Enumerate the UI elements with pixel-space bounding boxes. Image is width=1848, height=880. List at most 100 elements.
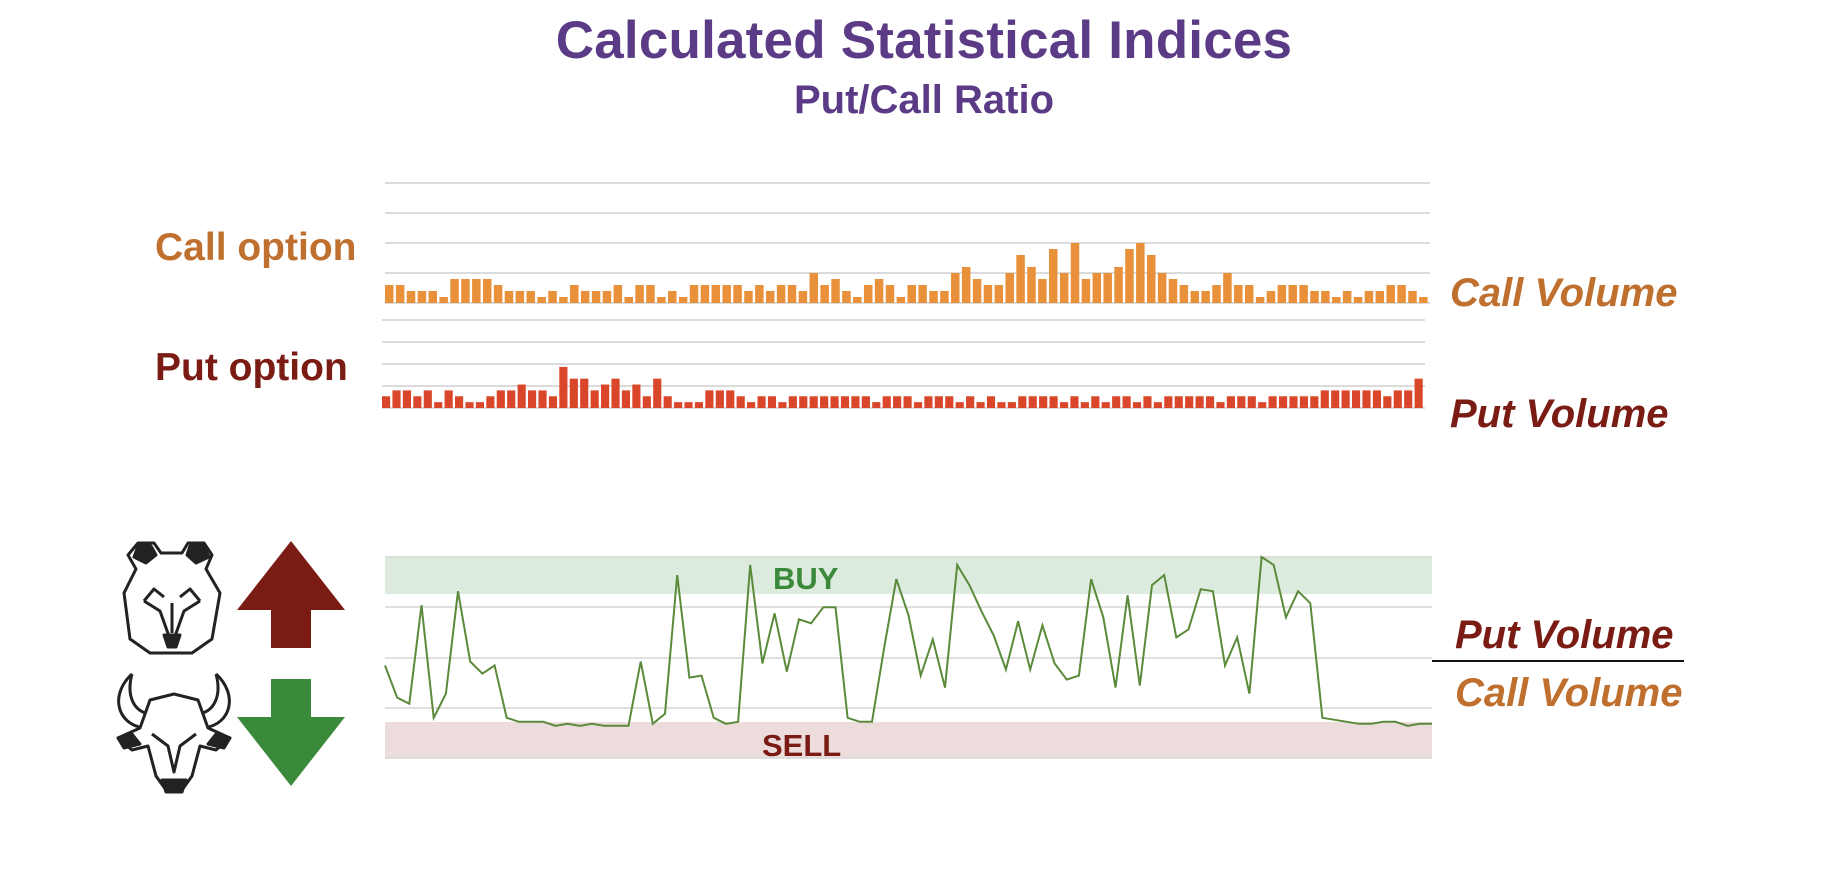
bar: [820, 396, 829, 408]
bar: [413, 396, 422, 408]
bar: [842, 291, 851, 303]
bar: [580, 378, 589, 408]
bar: [482, 279, 492, 303]
bar: [1278, 396, 1288, 408]
bar: [1277, 285, 1287, 303]
ratio-fraction-bar: [1432, 660, 1684, 662]
bar: [1383, 396, 1392, 408]
bar: [461, 279, 470, 303]
bar: [1320, 390, 1329, 408]
bar: [515, 291, 525, 303]
bar: [1408, 291, 1417, 303]
bar: [799, 396, 808, 408]
bar: [1266, 291, 1276, 303]
bar: [1205, 396, 1215, 408]
bar: [611, 378, 620, 408]
bar: [1080, 402, 1089, 408]
bar: [1404, 390, 1413, 408]
bar: [1288, 285, 1297, 303]
bar: [778, 402, 787, 408]
bar: [1386, 285, 1395, 303]
bar: [1247, 396, 1256, 408]
bar: [1112, 396, 1121, 408]
bar: [1028, 396, 1037, 408]
bar: [705, 390, 714, 408]
bar: [1016, 255, 1025, 303]
bar: [663, 396, 672, 408]
bar: [831, 279, 840, 303]
bar: [976, 402, 985, 408]
bar: [940, 291, 949, 303]
bar: [406, 291, 416, 303]
sell-zone: [385, 722, 1432, 758]
bar: [1419, 297, 1428, 303]
bar: [715, 390, 724, 408]
bar: [722, 285, 731, 303]
bar: [809, 396, 818, 408]
page-title: Calculated Statistical Indices: [555, 11, 1293, 70]
bar: [986, 396, 996, 408]
bar: [1005, 273, 1014, 303]
bar: [767, 396, 777, 408]
bar: [428, 291, 438, 303]
bar: [983, 285, 993, 303]
bar: [1039, 396, 1048, 408]
bear-head-icon: [122, 541, 222, 655]
bar: [882, 396, 891, 408]
bar: [1375, 291, 1385, 303]
bar: [1362, 390, 1371, 408]
bar: [1226, 396, 1235, 408]
bar: [434, 402, 443, 408]
bar: [994, 285, 1004, 303]
bar: [538, 390, 547, 408]
bar: [417, 291, 427, 303]
bar: [392, 390, 401, 408]
bar: [385, 285, 394, 303]
bar: [787, 285, 797, 303]
bar: [1143, 396, 1152, 408]
bar: [1190, 291, 1200, 303]
bar: [635, 285, 644, 303]
bar: [1132, 402, 1142, 408]
bar: [757, 396, 766, 408]
put-call-ratio-line: [384, 555, 1432, 727]
bar: [765, 291, 775, 303]
bar: [966, 396, 975, 408]
bar: [653, 378, 662, 408]
bar: [700, 285, 710, 303]
bar: [798, 291, 808, 303]
bar: [1353, 297, 1363, 303]
bar: [951, 273, 960, 303]
bar: [955, 402, 964, 408]
bar: [1234, 285, 1243, 303]
bar: [439, 297, 448, 303]
bar: [1201, 291, 1210, 303]
bar: [1136, 243, 1145, 303]
bar: [684, 402, 693, 408]
bar: [1103, 273, 1112, 303]
bar: [526, 291, 535, 303]
bar: [711, 285, 721, 303]
bar: [1364, 291, 1374, 303]
bar: [863, 285, 873, 303]
bar: [613, 285, 623, 303]
bar: [1393, 390, 1402, 408]
bar: [861, 396, 870, 408]
bar: [1179, 285, 1189, 303]
bar: [602, 291, 612, 303]
bar: [382, 396, 391, 408]
bar: [1038, 279, 1047, 303]
bar: [455, 396, 464, 408]
bar: [913, 402, 923, 408]
bar: [1049, 249, 1058, 303]
bar: [744, 291, 753, 303]
bar: [548, 291, 557, 303]
bar: [1125, 249, 1134, 303]
bar: [872, 402, 881, 408]
bar: [1351, 390, 1361, 408]
bar: [528, 390, 537, 408]
bar: [450, 279, 459, 303]
bar: [1092, 273, 1102, 303]
bar: [830, 396, 839, 408]
call-volume-label: Call Volume: [1450, 271, 1678, 315]
